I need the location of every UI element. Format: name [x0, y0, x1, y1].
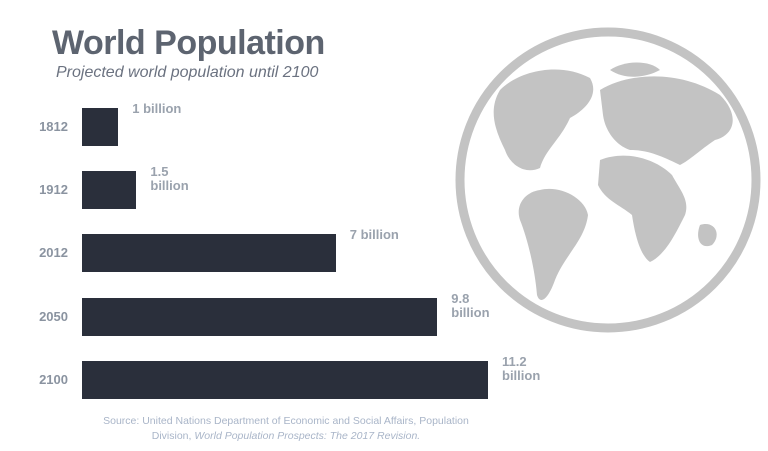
value-label: 1.5 billion — [150, 164, 189, 194]
bar — [82, 360, 488, 399]
value-label: 9.8 billion — [451, 290, 490, 320]
bar — [82, 234, 336, 273]
value-label: 1 billion — [132, 101, 182, 116]
source-text: Source: United Nations Department of Eco… — [103, 415, 469, 442]
y-tick-label: 2100 — [39, 371, 68, 387]
y-tick-label: 1912 — [39, 182, 68, 198]
y-tick-label: 2050 — [39, 308, 68, 324]
y-tick-label: 1812 — [39, 119, 68, 134]
bar — [82, 297, 438, 336]
chart-title: World Population — [52, 24, 325, 62]
y-tick-label: 2012 — [39, 245, 68, 261]
bar — [82, 108, 119, 146]
value-label: 11.2 billion — [502, 353, 541, 383]
bar — [82, 171, 137, 210]
source-title: World Population Prospects: The 2017 Rev… — [194, 430, 421, 442]
value-label: 7 billion — [349, 227, 399, 243]
source-note: Source: United Nations Department of Eco… — [100, 414, 472, 444]
chart-subtitle: Projected world population until 2100 — [56, 64, 319, 81]
